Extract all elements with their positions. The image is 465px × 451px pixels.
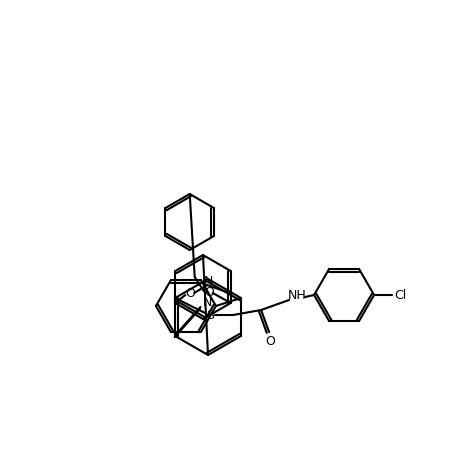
Text: S: S bbox=[206, 309, 214, 322]
Text: NH: NH bbox=[288, 289, 306, 302]
Text: Cl: Cl bbox=[394, 289, 406, 302]
Text: N: N bbox=[202, 296, 212, 309]
Text: N: N bbox=[203, 275, 213, 288]
Text: O: O bbox=[204, 286, 213, 299]
Text: O: O bbox=[186, 287, 195, 300]
Text: O: O bbox=[265, 335, 275, 348]
